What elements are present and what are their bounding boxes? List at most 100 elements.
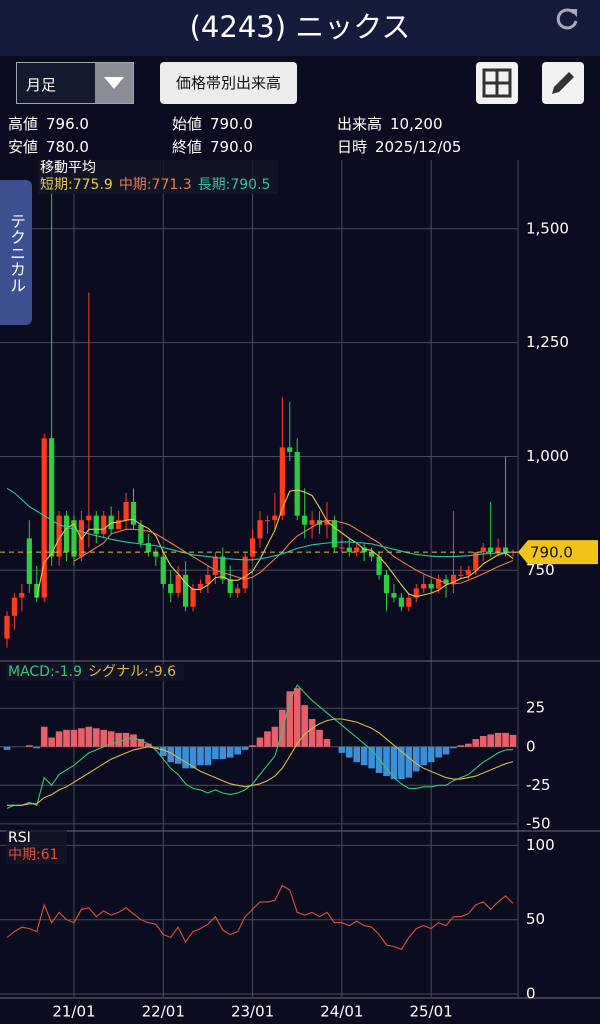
series-line: [73, 519, 514, 585]
legend-name: シグナル: [88, 664, 149, 680]
histogram-bar: [383, 746, 390, 777]
candle-body: [398, 597, 404, 607]
candle-body: [264, 520, 271, 522]
candle-body: [287, 447, 293, 452]
candle-body: [26, 538, 32, 584]
info-value: 2025/12/05: [375, 138, 462, 156]
candle-body: [242, 556, 248, 589]
histogram-bar: [152, 746, 160, 749]
histogram-bar: [70, 729, 78, 747]
info-cell: 終値 790.0: [172, 136, 253, 157]
candle-body: [130, 501, 137, 525]
y-tick-label: 25: [526, 699, 545, 717]
candle-body: [346, 547, 352, 553]
info-cell: 出来高 10,200: [337, 113, 443, 134]
histogram-bar: [293, 688, 301, 747]
technical-tab[interactable]: テクニカル: [0, 180, 32, 325]
histogram-bar: [494, 732, 502, 747]
candle-body: [49, 438, 55, 557]
y-tick-label: 0: [526, 985, 536, 1003]
ma-legend: 移動平均短期775.9 中期771.3 長期790.5: [38, 160, 279, 194]
x-tick-label: 23/01: [231, 1003, 274, 1021]
info-label: 高値: [8, 115, 39, 133]
histogram-bar: [130, 734, 137, 747]
info-row: 高値 796.0 始値 790.0 出来高 10,200: [0, 113, 600, 136]
candle-body: [376, 556, 382, 575]
header: (4243) ニックス: [0, 0, 600, 56]
candle-body: [331, 520, 338, 548]
histogram-bar: [145, 743, 152, 747]
series-line: [6, 884, 514, 951]
candle-body: [413, 588, 419, 598]
series-line: [7, 718, 514, 806]
candle-body: [153, 552, 159, 557]
candle-body: [123, 501, 129, 521]
legend-value: 61: [40, 847, 59, 863]
candle-body: [4, 615, 10, 639]
legend-title: 移動平均: [40, 160, 96, 176]
legend-name: 短期: [40, 177, 73, 193]
period-dropdown[interactable]: 月足: [16, 62, 134, 104]
candle-body: [160, 556, 166, 584]
price-tag: [518, 540, 598, 565]
volume-profile-button[interactable]: 価格帯別出来高: [160, 62, 297, 104]
candle-body: [11, 597, 18, 616]
info-value: 10,200: [390, 115, 443, 133]
candle-body: [391, 593, 397, 598]
histogram-bar: [338, 746, 346, 753]
candle-body: [435, 579, 442, 589]
info-value: 790.0: [210, 138, 253, 156]
histogram-bar: [479, 735, 487, 747]
candle-body: [480, 547, 486, 553]
histogram-bar: [219, 746, 227, 760]
info-cell: 日時 2025/12/05: [337, 136, 461, 157]
y-tick-label: -25: [526, 776, 551, 794]
candle-body: [63, 515, 70, 553]
histogram-bar: [100, 729, 108, 747]
y-tick-label: 0: [526, 737, 536, 755]
y-tick-label: 100: [526, 836, 555, 854]
histogram-bar: [234, 746, 241, 755]
info-label: 安値: [8, 138, 39, 156]
histogram-bar: [442, 746, 450, 755]
legend-name: 中期: [119, 177, 152, 193]
histogram-bar: [286, 691, 294, 747]
candle-body: [495, 547, 501, 553]
histogram-bar: [502, 732, 509, 747]
legend-value: 790.5: [230, 177, 271, 193]
price-tag-label: 790.0: [530, 544, 573, 562]
histogram-bar: [33, 746, 41, 749]
layout-button[interactable]: [476, 62, 518, 104]
candle-body: [458, 574, 464, 576]
info-row: 安値 780.0 終値 790.0 日時 2025/12/05: [0, 136, 600, 159]
legend-value: 775.9: [72, 177, 113, 193]
histogram-bar: [226, 746, 234, 758]
series-line: [6, 487, 514, 561]
histogram-bar: [412, 746, 420, 772]
candle-body: [354, 547, 360, 553]
histogram-bar: [398, 746, 405, 780]
candle-body: [197, 583, 204, 589]
candle-body: [168, 583, 174, 594]
histogram-bar: [174, 746, 182, 764]
candle-body: [175, 574, 181, 594]
histogram-bar: [212, 746, 219, 760]
page-title: (4243) ニックス: [189, 10, 411, 44]
candle-body: [473, 552, 479, 571]
x-tick-label: 24/01: [320, 1003, 363, 1021]
x-tick-label: 25/01: [410, 1003, 453, 1021]
y-tick-label: 1,000: [526, 447, 569, 465]
candle-body: [465, 570, 471, 575]
draw-button[interactable]: [542, 62, 584, 104]
info-value: 796.0: [46, 115, 89, 133]
candle-body: [138, 524, 144, 543]
histogram-bar: [368, 746, 375, 769]
candle-body: [101, 515, 107, 534]
legend-title: RSI: [8, 830, 31, 846]
info-cell: 安値 780.0: [8, 136, 89, 157]
info-value: 780.0: [46, 138, 89, 156]
legend-entry: 短期775.9: [40, 177, 113, 193]
histogram-bar: [450, 746, 457, 749]
refresh-button[interactable]: [552, 4, 582, 34]
